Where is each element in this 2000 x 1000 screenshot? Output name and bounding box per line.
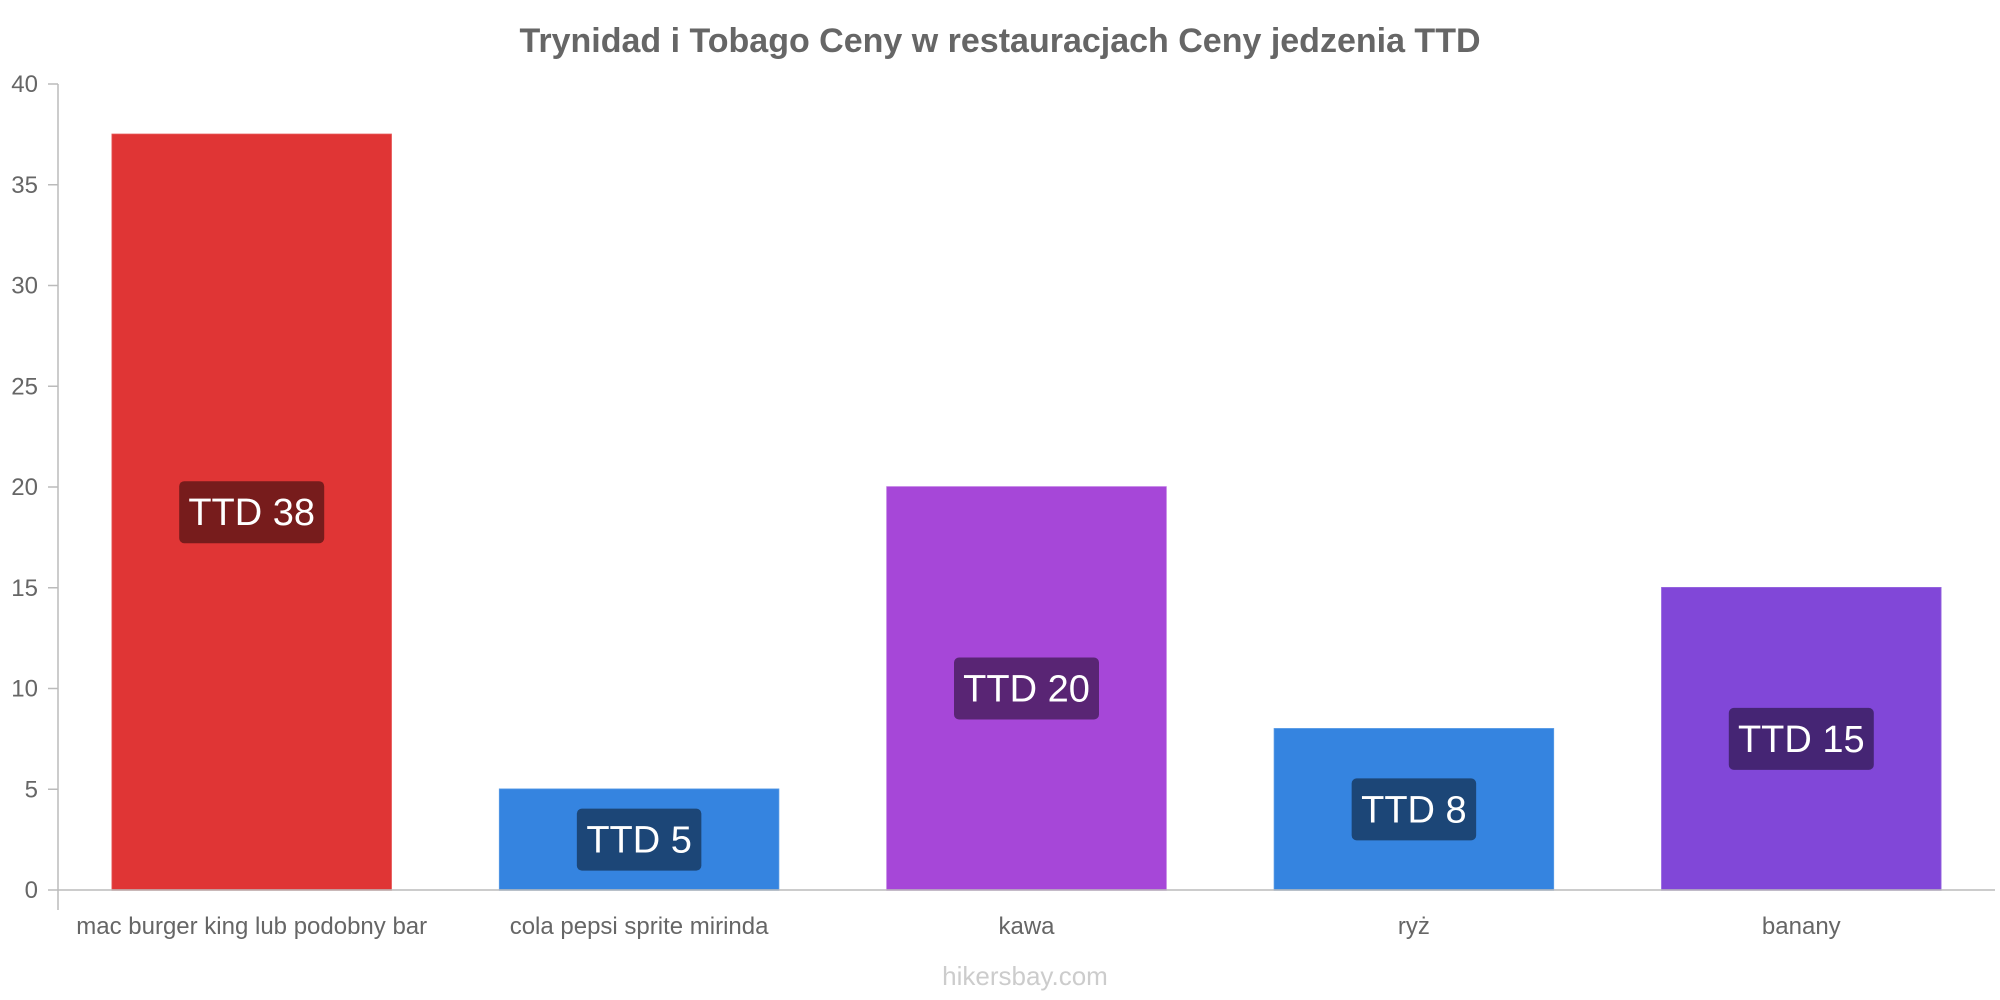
- x-tick-label: banany: [1762, 913, 1841, 940]
- y-tick-label: 30: [11, 273, 38, 300]
- y-axis: 0 5 10 15 20 25 30 35 40: [11, 71, 59, 910]
- x-tick-label: mac burger king lub podobny bar: [76, 913, 427, 940]
- data-label-box: [954, 657, 1099, 720]
- data-label: TTD 8: [1361, 789, 1467, 831]
- data-label-box: [1351, 778, 1477, 841]
- bars: TTD 38 TTD 5 TTD 20 TTD 8 TTD 15: [111, 133, 1942, 891]
- chart-title: Trynidad i Tobago Ceny w restauracjach C…: [519, 22, 1480, 60]
- y-tick-label: 40: [11, 71, 38, 98]
- data-label: TTD 20: [963, 669, 1090, 711]
- credit-text: hikersbay.com: [942, 961, 1108, 991]
- y-tick-label: 25: [11, 373, 38, 400]
- data-label: TTD 15: [1738, 719, 1865, 761]
- y-tick-label: 35: [11, 172, 38, 199]
- data-label-box: [576, 808, 702, 871]
- y-tick-label: 5: [25, 776, 38, 803]
- data-label: TTD 38: [188, 492, 315, 534]
- data-label-box: [179, 481, 325, 544]
- x-tick-label: kawa: [998, 913, 1055, 940]
- y-tick-label: 20: [11, 474, 38, 501]
- x-axis: mac burger king lub podobny bar cola peps…: [58, 889, 1995, 940]
- data-label: TTD 5: [586, 820, 692, 862]
- x-tick-label: cola pepsi sprite mirinda: [510, 913, 769, 940]
- data-label-box: [1728, 707, 1874, 770]
- x-tick-label: ryż: [1398, 913, 1430, 940]
- y-tick-label: 10: [11, 676, 38, 703]
- y-tick-label: 15: [11, 575, 38, 602]
- y-tick-label: 0: [25, 877, 38, 904]
